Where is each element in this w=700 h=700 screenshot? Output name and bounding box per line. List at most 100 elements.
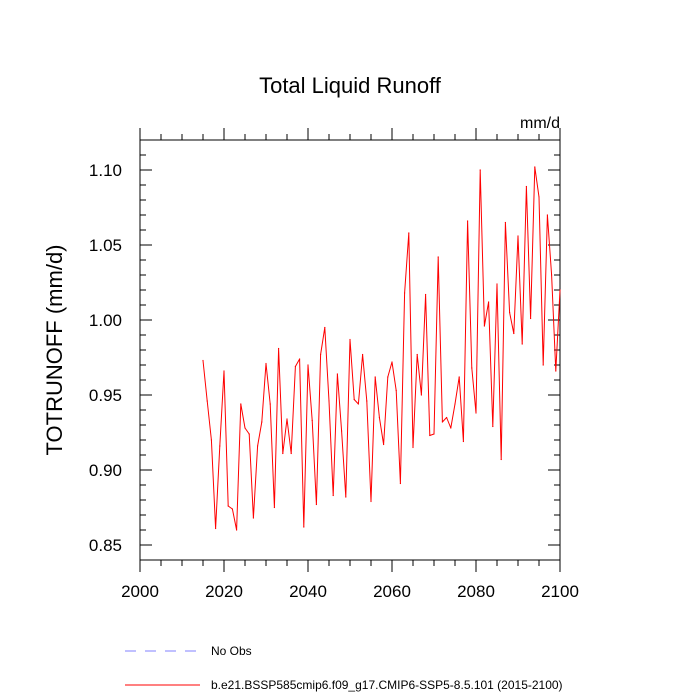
data-point	[496, 283, 498, 285]
data-point	[353, 398, 355, 401]
data-point	[282, 452, 284, 455]
data-point	[265, 362, 267, 365]
data-point	[341, 430, 343, 432]
data-point	[488, 301, 490, 303]
data-point	[273, 506, 275, 509]
data-point	[210, 439, 212, 441]
y-tick-label: 1.05	[89, 236, 122, 255]
data-point	[219, 445, 221, 447]
data-point	[269, 403, 271, 405]
data-point	[357, 403, 359, 405]
data-point	[530, 317, 532, 320]
data-point	[240, 403, 242, 405]
data-point	[370, 500, 372, 503]
data-point	[215, 527, 217, 530]
data-point	[483, 325, 485, 327]
data-point	[454, 403, 456, 405]
data-point	[412, 446, 414, 449]
data-point	[227, 505, 229, 507]
data-point	[252, 517, 254, 519]
data-point	[391, 361, 393, 363]
data-point	[416, 353, 418, 356]
y-tick-label: 0.90	[89, 461, 122, 480]
chart-title: Total Liquid Runoff	[259, 73, 442, 98]
data-point	[404, 292, 406, 294]
data-point	[315, 503, 317, 506]
data-point	[446, 416, 448, 419]
data-point	[362, 353, 364, 356]
legend-label-model-run: b.e21.BSSP585cmip6.f09_g17.CMIP6-SSP5-8.…	[211, 678, 563, 692]
units-label: mm/d	[520, 115, 560, 132]
data-point	[236, 529, 238, 531]
data-point	[517, 235, 519, 237]
data-point	[471, 367, 473, 369]
data-point	[433, 433, 435, 435]
data-point	[521, 343, 523, 345]
data-point	[479, 169, 481, 171]
y-axis-label: TOTRUNOFF (mm/d)	[42, 244, 67, 455]
data-point	[437, 256, 439, 258]
data-point	[467, 220, 469, 222]
data-point	[303, 526, 305, 528]
data-point	[429, 434, 431, 437]
data-point	[395, 389, 397, 392]
data-point	[261, 421, 263, 423]
data-point	[349, 338, 351, 341]
data-point	[320, 353, 322, 356]
data-point	[441, 421, 443, 423]
data-point	[278, 347, 280, 350]
data-point	[324, 326, 326, 329]
data-point	[366, 400, 368, 402]
tick-marks	[139, 128, 561, 572]
data-point	[328, 400, 330, 402]
data-point	[374, 376, 376, 378]
data-point	[345, 496, 347, 498]
data-point	[420, 394, 422, 396]
data-point	[500, 458, 502, 461]
series-layer	[202, 166, 561, 531]
x-tick-label: 2000	[121, 582, 159, 601]
data-point	[559, 289, 561, 291]
data-point	[513, 332, 515, 335]
legend: No Obs b.e21.BSSP585cmip6.f09_g17.CMIP6-…	[125, 644, 563, 692]
data-point	[231, 508, 233, 510]
data-point	[248, 433, 250, 435]
data-point	[534, 166, 536, 168]
data-point	[475, 412, 477, 414]
data-point	[290, 452, 292, 455]
data-point	[387, 376, 389, 378]
data-point	[202, 359, 204, 362]
series-line	[202, 166, 561, 531]
data-point	[294, 365, 296, 368]
data-point	[307, 364, 309, 366]
data-point	[555, 370, 557, 372]
data-point	[206, 400, 208, 402]
data-point	[542, 364, 544, 366]
data-point	[383, 443, 385, 446]
tick-labels: 2000 2020 2040 2060 2080 2100 0.85 0.90 0.95 1.00…	[89, 161, 579, 601]
x-tick-label: 2100	[541, 582, 579, 601]
data-point	[492, 425, 494, 428]
data-point	[546, 214, 549, 216]
data-point	[504, 221, 506, 224]
y-tick-label: 0.95	[89, 386, 122, 405]
data-point	[450, 427, 452, 429]
data-point	[525, 185, 528, 188]
data-point	[336, 373, 338, 375]
data-point	[538, 196, 540, 198]
legend-label-no-obs: No Obs	[211, 644, 252, 658]
data-point	[244, 427, 246, 429]
data-point	[462, 440, 464, 443]
data-point	[399, 482, 401, 485]
x-tick-label: 2020	[205, 582, 243, 601]
data-point	[332, 494, 334, 497]
y-tick-label: 1.10	[89, 161, 122, 180]
data-point	[311, 419, 313, 422]
data-point	[223, 370, 225, 372]
data-point	[378, 416, 380, 419]
data-point	[286, 418, 288, 420]
data-point	[551, 274, 553, 276]
data-point	[299, 358, 301, 360]
data-point	[509, 311, 511, 314]
